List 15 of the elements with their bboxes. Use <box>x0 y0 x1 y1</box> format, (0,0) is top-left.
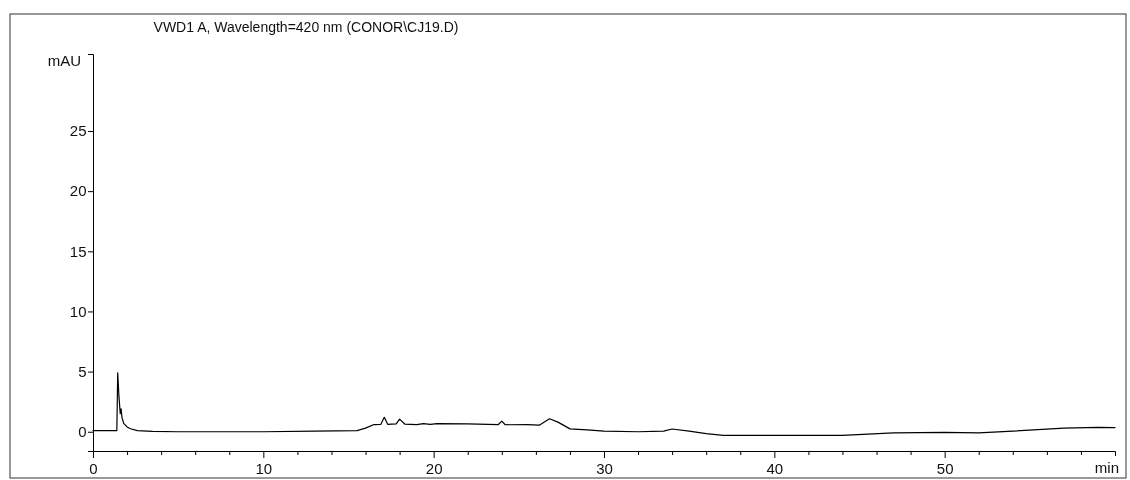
x-tick-label: 20 <box>425 460 443 477</box>
y-tick-label: 10 <box>69 302 87 320</box>
x-tick-label: 50 <box>936 460 954 477</box>
x-tick-label: 10 <box>255 460 273 477</box>
y-tick-label: 15 <box>69 242 87 260</box>
x-tick-label: 0 <box>89 460 98 477</box>
chart-title: VWD1 A, Wavelength=420 nm (CONOR\CJ19.D) <box>153 19 459 35</box>
x-axis-title: min <box>1094 459 1119 476</box>
y-tick-label: 20 <box>69 182 87 200</box>
y-tick-label: 5 <box>78 362 87 380</box>
y-axis-title: mAU <box>47 52 81 69</box>
y-tick-label: 0 <box>78 423 87 441</box>
x-tick-label: 30 <box>596 460 613 477</box>
x-tick-label: 40 <box>766 460 784 477</box>
y-tick-label: 25 <box>69 122 87 140</box>
